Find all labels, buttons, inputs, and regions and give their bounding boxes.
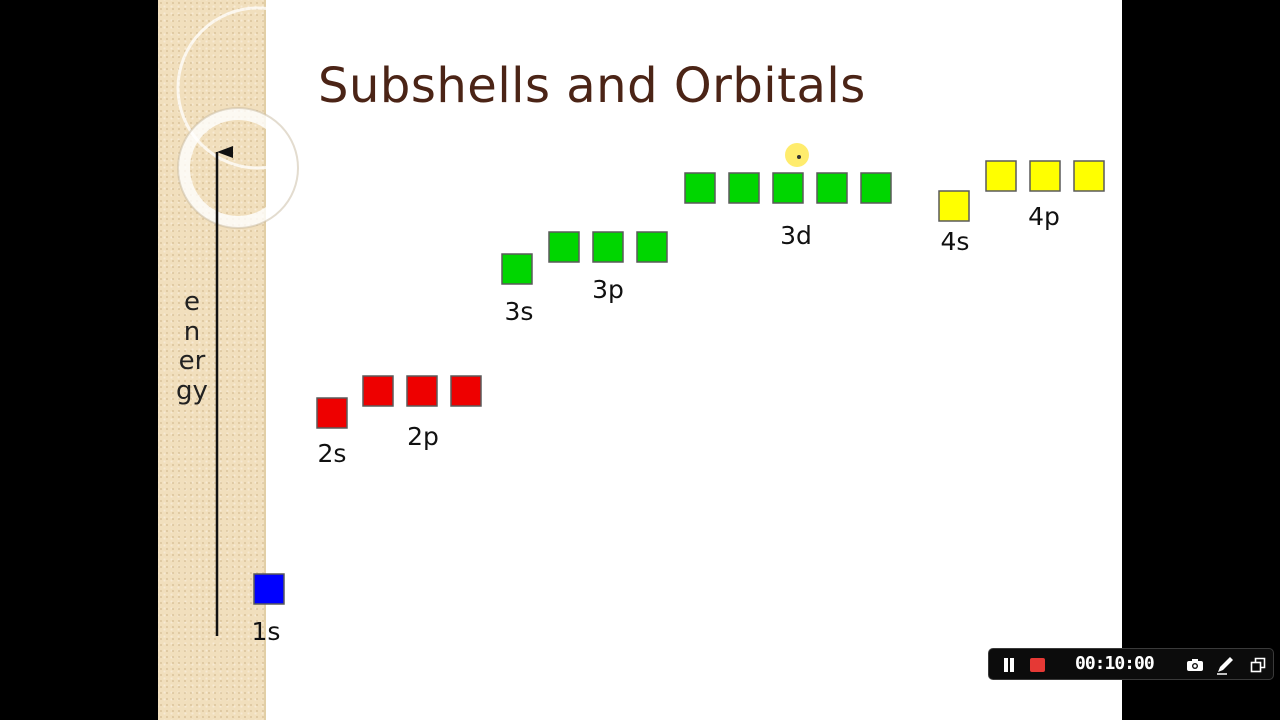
subshell-label-3d: 3d [780, 221, 812, 250]
orbital-box-3d-2 [728, 172, 760, 204]
camera-icon[interactable] [1186, 658, 1204, 672]
orbital-box-3d-4 [816, 172, 848, 204]
subshell-label-4p: 4p [1028, 202, 1060, 231]
energy-axis-label: energy [176, 287, 208, 406]
orbital-box-4p-1 [985, 160, 1017, 192]
orbital-box-2p-3 [450, 375, 482, 407]
subshell-label-3p: 3p [592, 275, 624, 304]
window-icon[interactable] [1250, 657, 1266, 673]
subshell-3d [684, 172, 892, 204]
orbital-box-2p-1 [362, 375, 394, 407]
pen-icon[interactable] [1215, 655, 1235, 675]
subshell-4p [985, 160, 1105, 192]
orbital-box-3d-1 [684, 172, 716, 204]
subshell-label-4s: 4s [941, 227, 970, 256]
subshell-2s [316, 397, 348, 429]
orbital-box-3p-1 [548, 231, 580, 263]
orbital-box-2s-1 [316, 397, 348, 429]
subshell-2p [362, 375, 482, 407]
screen-recorder-toolbar: 00:10:00 [988, 648, 1274, 680]
subshell-4s [938, 190, 970, 222]
subshell-1s [253, 573, 285, 605]
subshell-label-3s: 3s [505, 297, 534, 326]
orbital-box-3p-2 [592, 231, 624, 263]
decorative-rings [176, 6, 340, 229]
orbital-box-3d-5 [860, 172, 892, 204]
subshell-3p [548, 231, 668, 263]
orbital-box-3p-3 [636, 231, 668, 263]
subshell-label-2p: 2p [407, 422, 439, 451]
stop-record-icon[interactable] [1030, 658, 1045, 672]
orbital-energy-diagram: 1s 2s 2p 3s 3p 3d 4s 4p [215, 143, 1105, 646]
subshell-label-2s: 2s [318, 439, 347, 468]
orbital-box-2p-2 [406, 375, 438, 407]
subshell-label-1s: 1s [252, 617, 281, 646]
orbital-box-3d-3 [772, 172, 804, 204]
slide: Subshells and Orbitals energy 1s 2s 2p 3s 3p… [158, 0, 1122, 720]
subshell-3s [501, 253, 533, 285]
orbital-box-4s-1 [938, 190, 970, 222]
pause-icon[interactable] [1001, 657, 1017, 673]
orbital-box-4p-2 [1029, 160, 1061, 192]
cursor-highlight [785, 143, 809, 167]
recording-timer: 00:10:00 [1075, 653, 1155, 674]
orbital-box-4p-3 [1073, 160, 1105, 192]
slide-title: Subshells and Orbitals [318, 58, 866, 114]
orbital-box-1s-1 [253, 573, 285, 605]
orbital-box-3s-1 [501, 253, 533, 285]
